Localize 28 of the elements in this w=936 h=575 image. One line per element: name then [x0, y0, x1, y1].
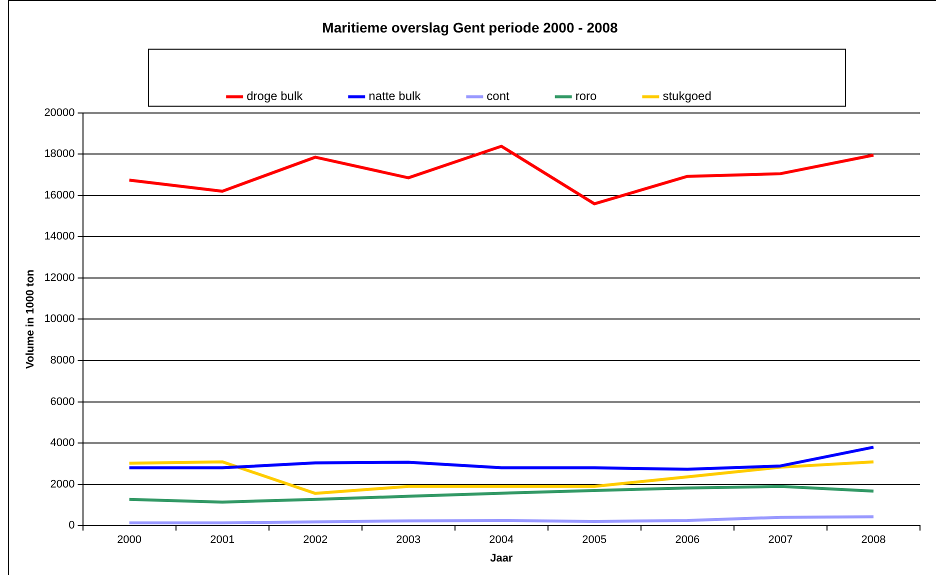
x-tick-label: 2003	[396, 534, 421, 546]
legend-label: droge bulk	[246, 89, 304, 104]
x-tick-label: 2007	[768, 534, 793, 546]
y-tick-label: 8000	[50, 354, 75, 367]
legend-label: cont	[486, 89, 510, 104]
y-tick-label: 20000	[44, 106, 75, 119]
x-tick-label: 2006	[675, 534, 700, 546]
y-tick-label: 4000	[50, 437, 75, 450]
chart-title: Maritieme overslag Gent periode 2000 - 2008	[322, 19, 618, 36]
y-tick-label: 16000	[44, 189, 75, 202]
y-tick-label: 0	[68, 520, 75, 532]
y-axis-title: Volume in 1000 ton	[24, 269, 37, 369]
y-tick-label: 2000	[50, 478, 75, 490]
x-tick-label: 2008	[861, 534, 886, 546]
y-tick-label: 6000	[50, 396, 75, 408]
x-tick-label: 2000	[117, 534, 142, 546]
x-tick-label: 2001	[210, 534, 235, 546]
y-tick-label: 18000	[44, 148, 75, 160]
x-tick-label: 2002	[303, 534, 328, 546]
y-tick-label: 10000	[44, 313, 75, 326]
legend-label: roro	[575, 89, 598, 104]
legend-label: stukgoed	[662, 89, 712, 104]
y-tick-label: 12000	[44, 272, 75, 284]
x-tick-label: 2005	[582, 534, 607, 546]
y-tick-label: 14000	[44, 230, 75, 243]
x-axis-title: Jaar	[490, 552, 514, 564]
legend-label: natte bulk	[368, 89, 422, 104]
x-tick-label: 2004	[489, 534, 514, 546]
